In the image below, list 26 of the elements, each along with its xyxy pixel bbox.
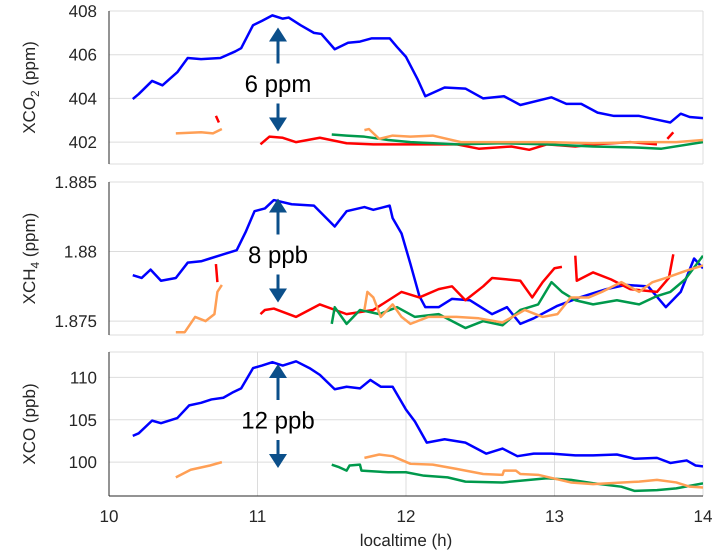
y-tick-label: 408 — [68, 2, 97, 22]
y-tick-label: 1.88 — [64, 242, 97, 262]
x-tick-label: 14 — [694, 507, 712, 526]
annotation: 6 ppm — [244, 70, 312, 98]
annotation: 12 ppb — [241, 407, 315, 434]
line-series — [132, 14, 703, 124]
x-tick-label: 12 — [396, 507, 416, 526]
x-tick-label: 10 — [100, 507, 118, 526]
x-axis-title: localtime (h) — [360, 531, 452, 550]
annotation: 8 ppb — [248, 242, 308, 269]
x-tick-label: 11 — [248, 507, 266, 526]
y-tick-label: 100 — [68, 453, 97, 472]
line-series — [132, 360, 703, 468]
y-axis-title: XCO (ppb) — [20, 383, 39, 465]
y-tick-label: 1.875 — [54, 312, 97, 332]
y-tick-label: 404 — [68, 89, 97, 108]
line-series — [132, 198, 703, 326]
y-tick-label: 402 — [68, 133, 97, 152]
y-tick-label: 105 — [68, 410, 97, 430]
y-tick-label: 110 — [70, 368, 97, 388]
line-series — [330, 254, 703, 330]
y-tick-label: 406 — [68, 46, 97, 65]
y-tick-label: 1.885 — [54, 173, 97, 192]
x-tick-label: 13 — [545, 507, 564, 526]
line-series — [330, 133, 703, 150]
line-series — [330, 463, 703, 492]
